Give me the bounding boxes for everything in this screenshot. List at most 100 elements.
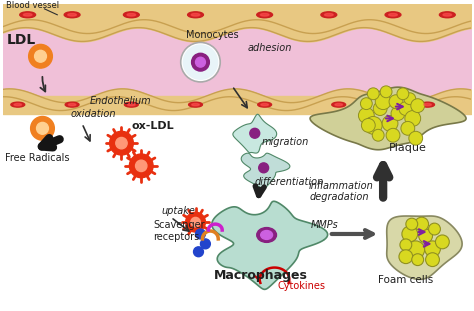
Circle shape [186,212,205,232]
Circle shape [400,239,412,251]
Ellipse shape [11,102,25,107]
Circle shape [367,88,379,100]
Circle shape [404,93,416,104]
Circle shape [136,160,147,172]
Circle shape [358,108,374,123]
Ellipse shape [261,104,268,106]
Circle shape [399,102,413,115]
Circle shape [389,95,403,109]
Circle shape [361,118,375,132]
Polygon shape [387,216,462,279]
Circle shape [250,128,260,138]
Text: adhesion: adhesion [248,43,292,53]
Ellipse shape [189,102,202,107]
Ellipse shape [23,13,32,16]
Text: MMPs: MMPs [311,220,339,230]
Circle shape [428,223,440,235]
Circle shape [409,131,423,145]
Circle shape [372,129,384,141]
Circle shape [401,121,415,135]
Text: differentiation: differentiation [255,177,324,187]
Circle shape [391,107,405,120]
Polygon shape [212,201,328,289]
Ellipse shape [424,104,431,106]
Ellipse shape [65,102,79,107]
Text: Scavenger
receptors: Scavenger receptors [153,220,205,242]
Ellipse shape [191,104,200,106]
Polygon shape [241,153,290,189]
Circle shape [182,44,218,80]
Ellipse shape [443,13,452,16]
Polygon shape [233,114,277,153]
Circle shape [411,99,425,113]
Text: Blood vessel: Blood vessel [6,1,59,10]
Ellipse shape [257,12,273,18]
Ellipse shape [420,102,435,107]
Text: ox-LDL: ox-LDL [131,121,174,131]
Circle shape [28,44,52,68]
Circle shape [382,115,398,131]
Ellipse shape [389,13,397,16]
Ellipse shape [260,13,269,16]
Circle shape [196,229,205,239]
Circle shape [116,137,127,149]
Circle shape [35,50,46,62]
Text: oxidation: oxidation [70,109,116,119]
Ellipse shape [68,13,76,16]
Ellipse shape [123,12,139,18]
Circle shape [380,86,392,98]
Circle shape [402,226,418,242]
Circle shape [201,239,210,249]
Ellipse shape [258,102,272,107]
Circle shape [31,117,55,140]
Circle shape [405,110,420,126]
Ellipse shape [128,104,135,106]
Circle shape [259,163,269,173]
Ellipse shape [127,13,136,16]
Text: uptake: uptake [161,206,195,216]
Circle shape [193,247,203,257]
Text: Plaque: Plaque [389,143,427,153]
Ellipse shape [385,12,401,18]
Ellipse shape [64,12,80,18]
Circle shape [129,154,153,178]
Ellipse shape [439,12,455,18]
Text: Free Radicals: Free Radicals [5,153,70,163]
Ellipse shape [321,12,337,18]
Circle shape [412,254,424,266]
Text: Monocytes: Monocytes [186,30,238,40]
Circle shape [191,217,201,227]
Ellipse shape [191,13,200,16]
Ellipse shape [335,104,343,106]
Text: inflammation
degradation: inflammation degradation [309,181,374,202]
Circle shape [399,250,413,264]
Ellipse shape [14,104,22,106]
Circle shape [386,128,400,142]
Text: Endothelium: Endothelium [90,96,152,106]
Ellipse shape [257,228,276,242]
Circle shape [407,241,425,259]
Circle shape [36,123,48,134]
Circle shape [196,57,205,67]
Circle shape [419,229,432,243]
Ellipse shape [332,102,346,107]
Ellipse shape [125,102,138,107]
Circle shape [373,102,387,115]
Text: Macrophages: Macrophages [214,269,308,282]
Ellipse shape [20,12,36,18]
Text: Cytokines: Cytokines [277,281,326,291]
Circle shape [436,235,449,249]
Circle shape [109,131,133,155]
Circle shape [365,117,382,134]
Circle shape [415,217,428,231]
Ellipse shape [68,104,76,106]
Circle shape [425,241,440,257]
Circle shape [406,218,418,230]
Circle shape [397,88,409,100]
Circle shape [375,94,391,109]
Circle shape [181,42,220,82]
Circle shape [360,98,372,109]
Text: Foam cells: Foam cells [378,275,433,285]
Ellipse shape [261,230,273,239]
Ellipse shape [188,12,203,18]
